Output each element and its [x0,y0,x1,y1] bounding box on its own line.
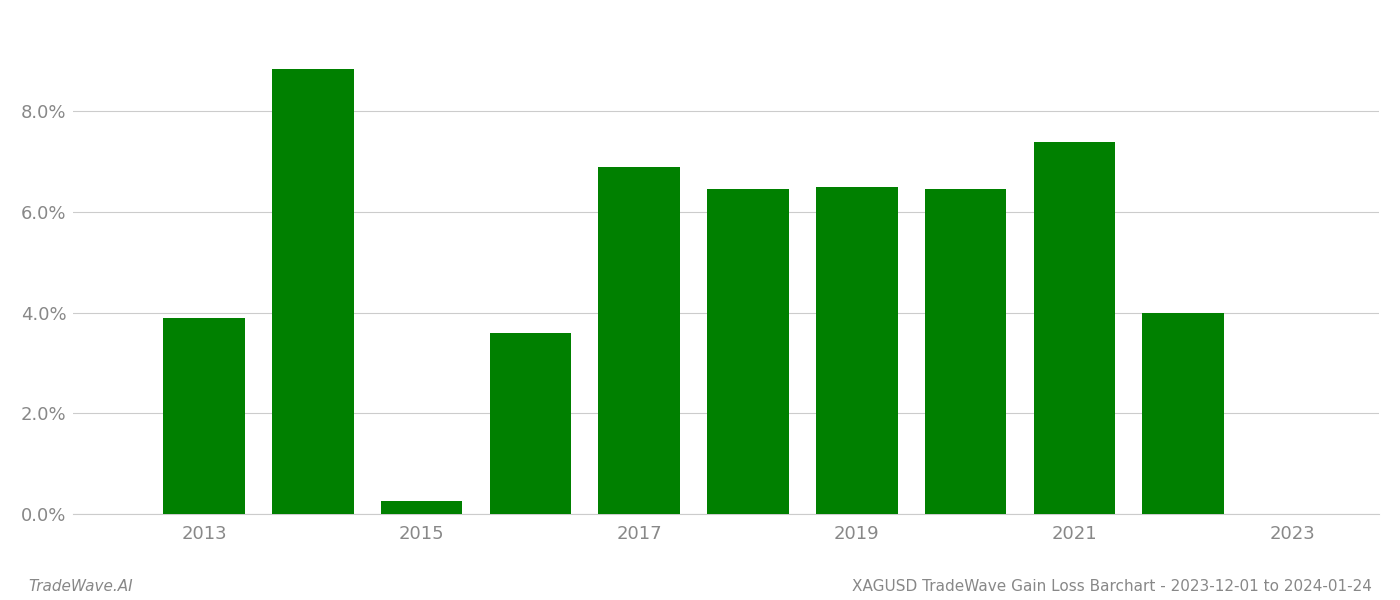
Bar [381,502,462,514]
Bar [1142,313,1224,514]
Bar [164,318,245,514]
Bar [598,167,680,514]
Bar [1033,142,1116,514]
Bar [816,187,897,514]
Text: XAGUSD TradeWave Gain Loss Barchart - 2023-12-01 to 2024-01-24: XAGUSD TradeWave Gain Loss Barchart - 20… [853,579,1372,594]
Bar [707,190,788,514]
Bar [272,68,354,514]
Bar [925,190,1007,514]
Text: TradeWave.AI: TradeWave.AI [28,579,133,594]
Bar [490,333,571,514]
